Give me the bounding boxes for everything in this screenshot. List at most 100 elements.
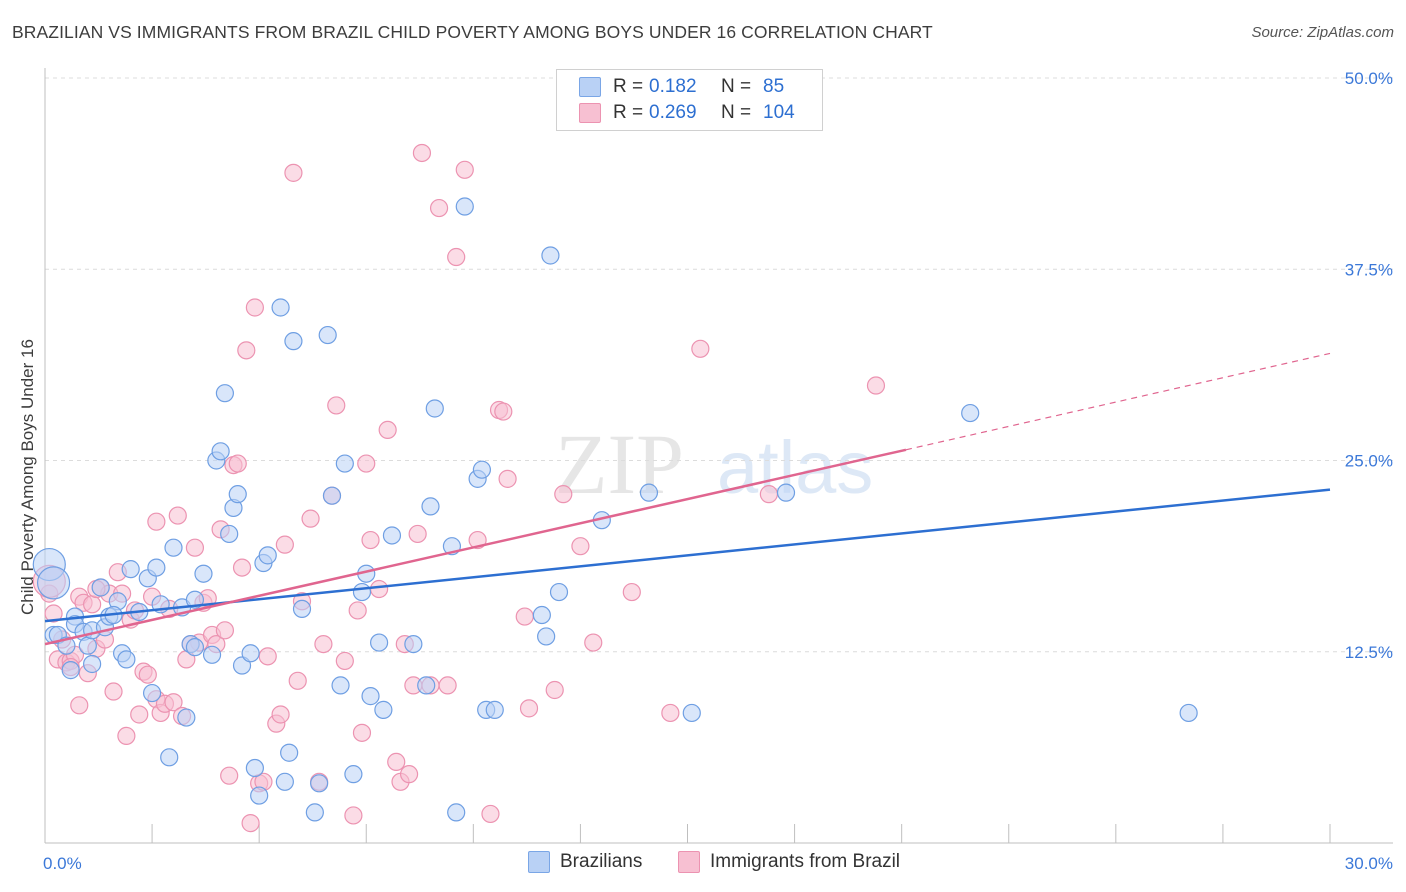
point-immigrants bbox=[519, 699, 539, 718]
point-immigrants bbox=[344, 806, 363, 825]
point-brazilians bbox=[776, 483, 796, 502]
point-immigrants bbox=[584, 633, 603, 652]
point-immigrants bbox=[232, 558, 252, 577]
swatch-pink bbox=[579, 103, 601, 123]
x-axis bbox=[44, 824, 1393, 844]
point-brazilians bbox=[83, 654, 102, 674]
point-immigrants bbox=[215, 621, 234, 640]
point-brazilians bbox=[310, 774, 329, 793]
point-immigrants bbox=[515, 607, 534, 626]
point-brazilians bbox=[421, 497, 440, 516]
point-brazilians bbox=[228, 485, 247, 504]
point-immigrants bbox=[447, 247, 466, 267]
n-label: N = bbox=[721, 76, 752, 97]
trend-lines bbox=[44, 352, 1331, 646]
point-immigrants bbox=[220, 766, 239, 785]
chart-title: BRAZILIAN VS IMMIGRANTS FROM BRAZIL CHIL… bbox=[12, 22, 933, 42]
point-brazilians bbox=[305, 803, 324, 822]
y-tick-label: 37.5% bbox=[1345, 260, 1393, 279]
point-immigrants bbox=[44, 604, 63, 623]
legend-item-brazilians: Brazilians bbox=[528, 851, 642, 873]
point-brazilians bbox=[331, 676, 350, 695]
point-brazilians bbox=[275, 772, 294, 791]
point-brazilians bbox=[344, 765, 363, 784]
point-brazilians bbox=[532, 605, 551, 625]
point-immigrants bbox=[335, 651, 354, 671]
point-immigrants bbox=[370, 579, 389, 599]
point-immigrants bbox=[237, 341, 256, 360]
point-brazilians bbox=[417, 676, 436, 695]
point-brazilians bbox=[537, 627, 556, 646]
point-brazilians bbox=[404, 634, 423, 654]
y-tick-label: 50.0% bbox=[1345, 69, 1393, 88]
point-brazilians bbox=[485, 700, 504, 719]
point-immigrants bbox=[361, 530, 380, 550]
source-label: Source: ZipAtlas.com bbox=[1251, 24, 1394, 41]
point-brazilians bbox=[142, 683, 162, 703]
point-brazilians bbox=[250, 786, 269, 805]
point-brazilians bbox=[961, 403, 980, 423]
point-brazilians bbox=[549, 582, 569, 602]
r-label: R = bbox=[613, 76, 644, 97]
point-immigrants bbox=[498, 469, 517, 488]
r-value: 0.182 bbox=[649, 76, 697, 97]
point-brazilians bbox=[121, 560, 140, 579]
trend-line-immigrants-extrapolated bbox=[905, 352, 1331, 451]
stats-legend: R = 0.182 N = 85 R = 0.269 N = 104 bbox=[556, 69, 823, 131]
point-immigrants bbox=[117, 726, 136, 746]
point-brazilians bbox=[61, 661, 80, 680]
point-immigrants bbox=[408, 524, 427, 544]
n-label: N = bbox=[721, 102, 752, 123]
point-brazilians bbox=[185, 638, 205, 657]
point-brazilians bbox=[245, 758, 264, 778]
point-brazilians bbox=[382, 526, 402, 545]
point-immigrants bbox=[494, 402, 513, 421]
point-immigrants bbox=[759, 485, 778, 504]
point-immigrants bbox=[545, 680, 564, 700]
x-tick-labels: 0.0% 30.0% bbox=[43, 854, 1393, 873]
swatch-pink bbox=[678, 851, 700, 873]
point-brazilians bbox=[117, 650, 136, 669]
point-immigrants bbox=[348, 601, 367, 620]
point-immigrants bbox=[241, 814, 260, 833]
point-brazilians bbox=[1179, 703, 1198, 723]
point-brazilians bbox=[352, 582, 372, 602]
point-brazilians bbox=[472, 460, 491, 479]
point-immigrants bbox=[164, 693, 183, 712]
point-immigrants bbox=[357, 454, 376, 473]
points-blue bbox=[32, 197, 1198, 822]
point-brazilians bbox=[271, 298, 290, 317]
point-brazilians bbox=[241, 644, 260, 663]
point-brazilians bbox=[220, 524, 239, 544]
y-tick-label: 12.5% bbox=[1345, 643, 1393, 662]
r-value: 0.269 bbox=[649, 102, 697, 123]
point-immigrants bbox=[661, 703, 680, 723]
point-brazilians bbox=[455, 197, 474, 216]
point-brazilians bbox=[370, 633, 389, 652]
point-brazilians bbox=[78, 636, 97, 655]
point-immigrants bbox=[352, 723, 372, 742]
legend-item-immigrants: Immigrants from Brazil bbox=[678, 851, 900, 873]
point-immigrants bbox=[429, 198, 449, 218]
point-brazilians bbox=[211, 442, 230, 461]
point-immigrants bbox=[412, 143, 432, 163]
point-brazilians bbox=[425, 399, 444, 418]
watermark-zip: ZIP bbox=[555, 416, 684, 512]
watermark: ZIP atlas bbox=[555, 416, 873, 512]
point-brazilians bbox=[36, 566, 71, 600]
point-brazilians bbox=[194, 564, 213, 583]
point-brazilians bbox=[202, 645, 222, 664]
trend-line-brazilians bbox=[44, 488, 1331, 623]
x-tick-label: 0.0% bbox=[43, 854, 82, 873]
point-brazilians bbox=[258, 546, 277, 565]
point-brazilians bbox=[322, 486, 342, 505]
point-brazilians bbox=[447, 803, 466, 822]
x-tick-label: 30.0% bbox=[1345, 854, 1393, 873]
point-immigrants bbox=[138, 665, 157, 684]
point-brazilians bbox=[682, 703, 701, 723]
point-immigrants bbox=[83, 595, 102, 614]
swatch-blue bbox=[579, 77, 601, 97]
point-brazilians bbox=[284, 332, 303, 351]
point-immigrants bbox=[622, 582, 641, 602]
point-immigrants bbox=[571, 537, 590, 556]
